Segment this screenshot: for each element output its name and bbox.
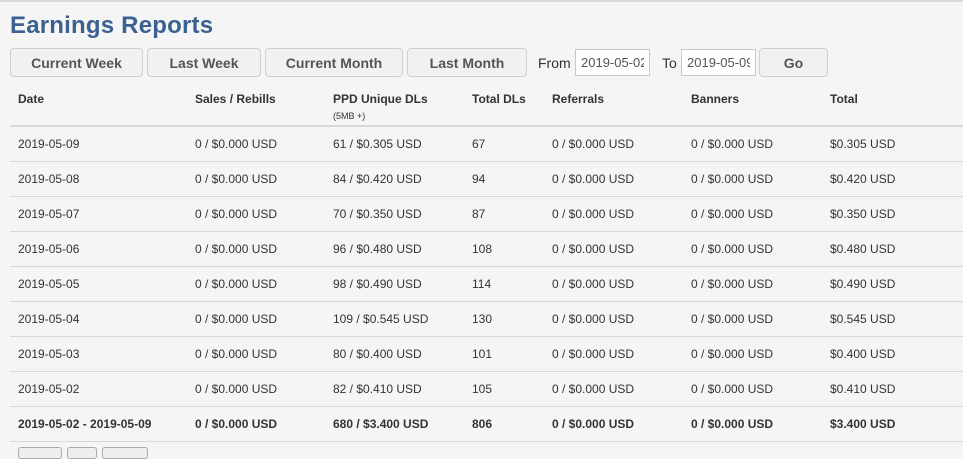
header-date: Date	[10, 84, 187, 126]
cell-total: $0.420 USD	[822, 162, 963, 197]
pager-button[interactable]	[102, 447, 148, 459]
cell-date: 2019-05-02 - 2019-05-09	[10, 407, 187, 442]
table-row: 2019-05-08 0 / $0.000 USD 84 / $0.420 USD 9…	[10, 162, 963, 197]
cell-banners: 0 / $0.000 USD	[683, 302, 822, 337]
table-row: 2019-05-04 0 / $0.000 USD 109 / $0.545 USD…	[10, 302, 963, 337]
cell-sales: 0 / $0.000 USD	[187, 126, 325, 162]
cell-referrals: 0 / $0.000 USD	[544, 197, 683, 232]
cell-banners: 0 / $0.000 USD	[683, 162, 822, 197]
go-button[interactable]: Go	[759, 48, 828, 77]
page-title: Earnings Reports	[10, 12, 213, 40]
cell-sales: 0 / $0.000 USD	[187, 162, 325, 197]
table-row: 2019-05-06 0 / $0.000 USD 96 / $0.480 USD 1…	[10, 232, 963, 267]
from-label: From	[538, 55, 571, 71]
table-row: 2019-05-02 0 / $0.000 USD 82 / $0.410 USD 1…	[10, 372, 963, 407]
cell-total: $0.410 USD	[822, 372, 963, 407]
cell-sales: 0 / $0.000 USD	[187, 302, 325, 337]
cell-ppd: 84 / $0.420 USD	[325, 162, 464, 197]
earnings-table: Date Sales / Rebills PPD Unique DLs (5MB …	[10, 84, 963, 442]
cell-total-dls: 67	[464, 126, 544, 162]
from-date-input[interactable]	[575, 49, 650, 76]
header-banners: Banners	[683, 84, 822, 126]
cell-date: 2019-05-09	[10, 126, 187, 162]
cell-sales: 0 / $0.000 USD	[187, 267, 325, 302]
cell-ppd: 82 / $0.410 USD	[325, 372, 464, 407]
cell-banners: 0 / $0.000 USD	[683, 337, 822, 372]
header-sales-rebills: Sales / Rebills	[187, 84, 325, 126]
table-header-row: Date Sales / Rebills PPD Unique DLs (5MB …	[10, 84, 963, 126]
cell-total-dls: 114	[464, 267, 544, 302]
to-label: To	[662, 55, 677, 71]
cell-ppd: 98 / $0.490 USD	[325, 267, 464, 302]
cell-total-dls: 87	[464, 197, 544, 232]
pager-button[interactable]	[18, 447, 62, 459]
cell-date: 2019-05-07	[10, 197, 187, 232]
cell-total-dls: 101	[464, 337, 544, 372]
top-border	[0, 0, 963, 2]
cell-sales: 0 / $0.000 USD	[187, 372, 325, 407]
cell-total: $0.305 USD	[822, 126, 963, 162]
header-ppd-unique-dls: PPD Unique DLs (5MB +)	[325, 84, 464, 126]
cell-total-dls: 94	[464, 162, 544, 197]
cell-ppd: 96 / $0.480 USD	[325, 232, 464, 267]
cell-banners: 0 / $0.000 USD	[683, 126, 822, 162]
table-total-row: 2019-05-02 - 2019-05-09 0 / $0.000 USD 680…	[10, 407, 963, 442]
cell-total-dls: 108	[464, 232, 544, 267]
cell-referrals: 0 / $0.000 USD	[544, 126, 683, 162]
last-month-button[interactable]: Last Month	[407, 48, 527, 77]
cell-ppd: 70 / $0.350 USD	[325, 197, 464, 232]
table-row: 2019-05-05 0 / $0.000 USD 98 / $0.490 USD 1…	[10, 267, 963, 302]
cell-date: 2019-05-06	[10, 232, 187, 267]
cell-total: $3.400 USD	[822, 407, 963, 442]
cell-total: $0.545 USD	[822, 302, 963, 337]
to-date-input[interactable]	[681, 49, 756, 76]
table-row: 2019-05-07 0 / $0.000 USD 70 / $0.350 USD 8…	[10, 197, 963, 232]
cell-ppd: 61 / $0.305 USD	[325, 126, 464, 162]
cell-total-dls: 105	[464, 372, 544, 407]
cell-sales: 0 / $0.000 USD	[187, 232, 325, 267]
cell-total-dls: 806	[464, 407, 544, 442]
cell-date: 2019-05-05	[10, 267, 187, 302]
cell-date: 2019-05-02	[10, 372, 187, 407]
header-total: Total	[822, 84, 963, 126]
cell-banners: 0 / $0.000 USD	[683, 232, 822, 267]
current-month-button[interactable]: Current Month	[265, 48, 403, 77]
cell-total: $0.490 USD	[822, 267, 963, 302]
cell-sales: 0 / $0.000 USD	[187, 197, 325, 232]
cell-banners: 0 / $0.000 USD	[683, 267, 822, 302]
current-week-button[interactable]: Current Week	[10, 48, 143, 77]
cell-referrals: 0 / $0.000 USD	[544, 162, 683, 197]
table-row: 2019-05-09 0 / $0.000 USD 61 / $0.305 USD 6…	[10, 126, 963, 162]
cell-ppd: 680 / $3.400 USD	[325, 407, 464, 442]
cell-referrals: 0 / $0.000 USD	[544, 337, 683, 372]
cell-total-dls: 130	[464, 302, 544, 337]
header-referrals: Referrals	[544, 84, 683, 126]
cell-total: $0.350 USD	[822, 197, 963, 232]
cell-total: $0.480 USD	[822, 232, 963, 267]
cell-banners: 0 / $0.000 USD	[683, 407, 822, 442]
cell-ppd: 80 / $0.400 USD	[325, 337, 464, 372]
cell-ppd: 109 / $0.545 USD	[325, 302, 464, 337]
cell-total: $0.400 USD	[822, 337, 963, 372]
cell-referrals: 0 / $0.000 USD	[544, 302, 683, 337]
cell-banners: 0 / $0.000 USD	[683, 197, 822, 232]
cell-sales: 0 / $0.000 USD	[187, 337, 325, 372]
table-row: 2019-05-03 0 / $0.000 USD 80 / $0.400 USD 1…	[10, 337, 963, 372]
cell-referrals: 0 / $0.000 USD	[544, 407, 683, 442]
cell-date: 2019-05-04	[10, 302, 187, 337]
cell-date: 2019-05-08	[10, 162, 187, 197]
cell-banners: 0 / $0.000 USD	[683, 372, 822, 407]
pager-button[interactable]	[67, 447, 97, 459]
header-total-dls: Total DLs	[464, 84, 544, 126]
cell-date: 2019-05-03	[10, 337, 187, 372]
cell-referrals: 0 / $0.000 USD	[544, 232, 683, 267]
cell-sales: 0 / $0.000 USD	[187, 407, 325, 442]
last-week-button[interactable]: Last Week	[147, 48, 261, 77]
cell-referrals: 0 / $0.000 USD	[544, 267, 683, 302]
cell-referrals: 0 / $0.000 USD	[544, 372, 683, 407]
header-ppd-subtitle: (5MB +)	[333, 111, 464, 121]
